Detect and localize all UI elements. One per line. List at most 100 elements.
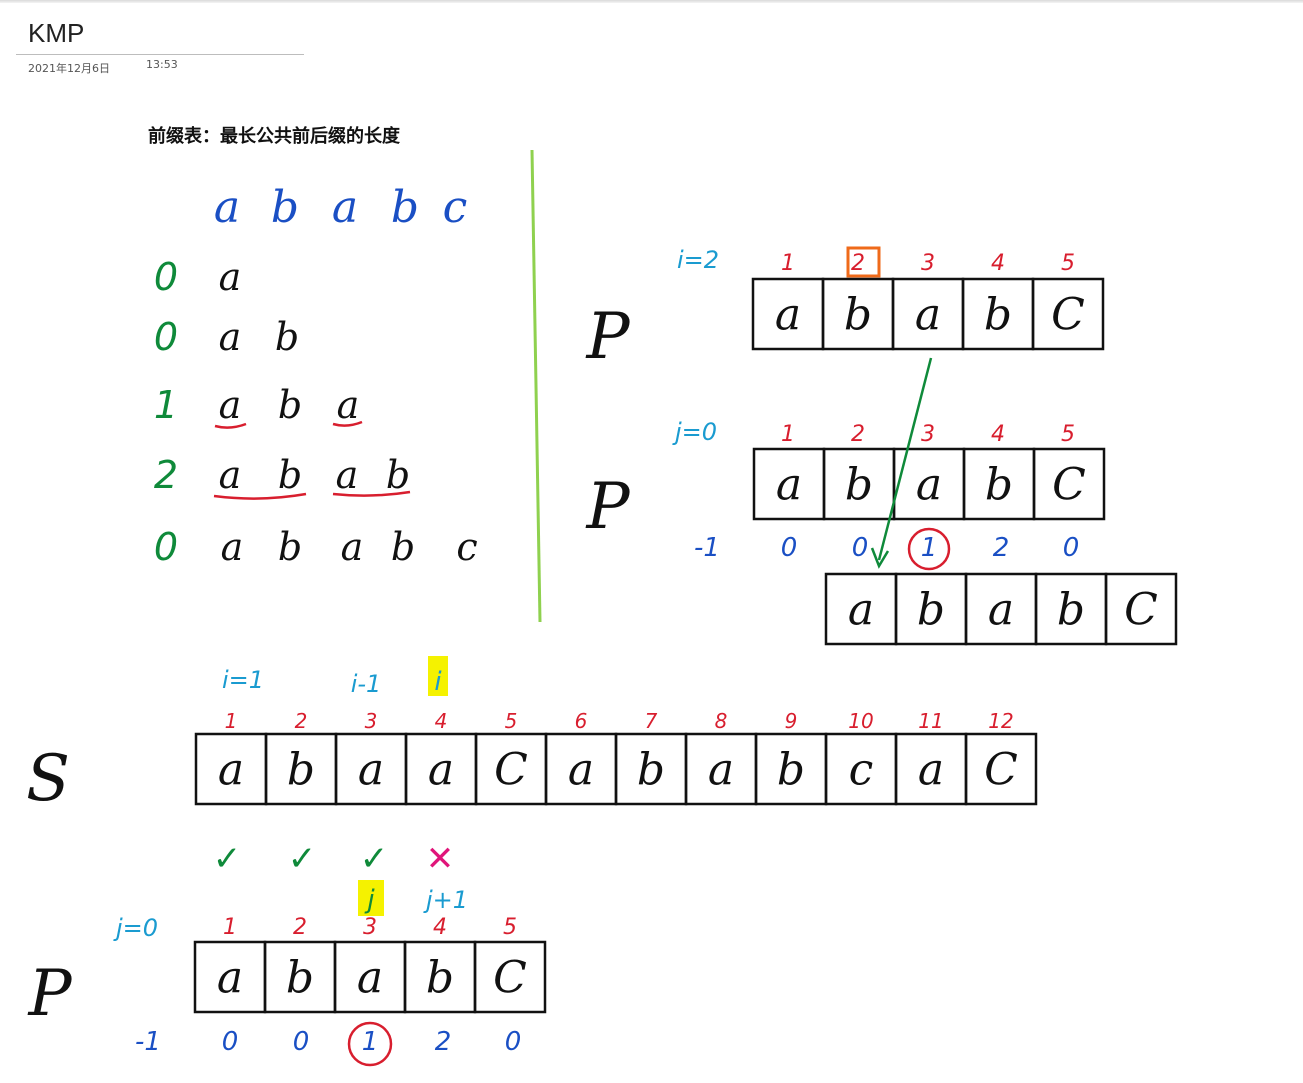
- prefix-char: a: [219, 255, 242, 299]
- p-label: P: [585, 470, 630, 544]
- mid-p-row-char: b: [845, 459, 873, 510]
- mid-p-row-char: C: [1052, 459, 1086, 510]
- p-index: 2: [293, 915, 307, 940]
- shifted-p-row-char: C: [1124, 584, 1158, 635]
- index-number: 5: [1061, 251, 1075, 276]
- s-row-char: a: [358, 744, 384, 795]
- prefix-length: 1: [154, 383, 178, 427]
- mid-p-row-char: b: [985, 459, 1013, 510]
- next-value: 1: [362, 1027, 379, 1057]
- mid-p-row-cell: [1032, 447, 1106, 521]
- s-index: 7: [645, 709, 658, 733]
- match-mark: ✓: [213, 839, 242, 879]
- pattern-char: b: [271, 182, 299, 233]
- page-time: 13:53: [146, 58, 178, 71]
- p-index: 4: [433, 915, 447, 940]
- s-index: 12: [988, 709, 1013, 733]
- prefix-char: b: [391, 525, 415, 569]
- index-number: 2: [851, 251, 865, 276]
- page-title: KMP: [28, 18, 85, 48]
- index-number: 5: [1061, 422, 1075, 447]
- index-number: 3: [921, 251, 935, 276]
- next-value: 0: [222, 1027, 239, 1057]
- j-label: j=0: [113, 914, 158, 942]
- prefix-char: a: [219, 383, 242, 427]
- next-value: 0: [852, 533, 869, 563]
- match-mark: ✓: [360, 839, 389, 879]
- pattern-char: a: [214, 182, 240, 233]
- p-row-char: a: [217, 952, 243, 1003]
- s-row-char: b: [777, 744, 805, 795]
- i-marker: i=1: [222, 666, 264, 694]
- s-index: 2: [295, 709, 308, 733]
- index-number: 3: [921, 422, 935, 447]
- top-p-row-cell: [1031, 277, 1105, 351]
- j-marker: j+1: [423, 886, 468, 914]
- match-mark: ✓: [288, 839, 317, 879]
- s-row-char: a: [568, 744, 594, 795]
- shifted-p-row-cell: [1104, 572, 1178, 646]
- next-value: 2: [993, 533, 1010, 563]
- s-row-char: c: [849, 744, 874, 795]
- next-value: 0: [505, 1027, 522, 1057]
- prefix-length: 0: [154, 255, 178, 299]
- prefix-char: b: [278, 383, 302, 427]
- prefix-char: a: [221, 525, 244, 569]
- j-marker: j: [364, 885, 375, 915]
- next-array-drawing: PPi=2j=01 2 3 4 5a b a b C1 2 3 4 5a b a b C-1 0 0 1 2 0a b a b C: [585, 246, 1178, 646]
- shifted-p-row-char: a: [988, 584, 1014, 635]
- prefix-char: a: [337, 383, 360, 427]
- s-row-char: C: [984, 744, 1018, 795]
- top-border: [0, 0, 1303, 3]
- s-row-char: C: [494, 744, 528, 795]
- p-row-char: a: [357, 952, 383, 1003]
- p-label: P: [585, 300, 630, 374]
- s-label: S: [26, 742, 70, 816]
- shifted-p-row-char: b: [1057, 584, 1085, 635]
- vertical-divider: [530, 149, 542, 623]
- s-row-char: b: [637, 744, 665, 795]
- index-number: 1: [781, 251, 795, 276]
- p-row-cell: [473, 940, 547, 1014]
- p-row-char: b: [286, 952, 314, 1003]
- index-number: 4: [991, 251, 1005, 276]
- index-number: 1: [781, 422, 795, 447]
- index-number: 4: [991, 422, 1005, 447]
- mid-p-row-char: a: [776, 459, 802, 510]
- next-value: 2: [435, 1027, 452, 1057]
- next-value: 0: [1063, 533, 1080, 563]
- section-heading: 前缀表：最长公共前后缀的长度: [148, 126, 400, 147]
- next-circle: [347, 1021, 393, 1067]
- pattern-char: c: [443, 182, 468, 233]
- current-index-box: [846, 246, 881, 278]
- i-marker: i: [434, 667, 442, 697]
- p-row-char: C: [493, 952, 527, 1003]
- green-divider-line: [530, 149, 542, 623]
- suffix-underline: [332, 490, 411, 497]
- s-index: 6: [575, 709, 588, 733]
- s-index: 4: [435, 709, 448, 733]
- s-row-char: a: [708, 744, 734, 795]
- p-row-char: b: [426, 952, 454, 1003]
- p-index: 3: [363, 915, 377, 940]
- prefix-char: a: [336, 453, 359, 497]
- shifted-p-row-char: a: [848, 584, 874, 635]
- s-row-char: a: [428, 744, 454, 795]
- prefix-underline: [214, 422, 247, 429]
- pattern-char: b: [391, 182, 419, 233]
- p-index: 5: [503, 915, 517, 940]
- prefix-length: 2: [154, 453, 178, 497]
- prefix-length: 0: [154, 525, 178, 569]
- shift-arrow: [877, 357, 933, 561]
- prefix-char: b: [278, 453, 302, 497]
- prefix-table-drawing: a b a b c0 a0 a b1 a b a2 a b a b0 a b a b c: [154, 182, 478, 569]
- s-index: 8: [715, 709, 728, 733]
- next-value: 1: [921, 533, 938, 563]
- next-value: 0: [293, 1027, 310, 1057]
- i-highlight: [428, 656, 448, 696]
- top-p-row-char: a: [915, 289, 941, 340]
- shifted-p-row-char: b: [917, 584, 945, 635]
- top-p-row-char: b: [844, 289, 872, 340]
